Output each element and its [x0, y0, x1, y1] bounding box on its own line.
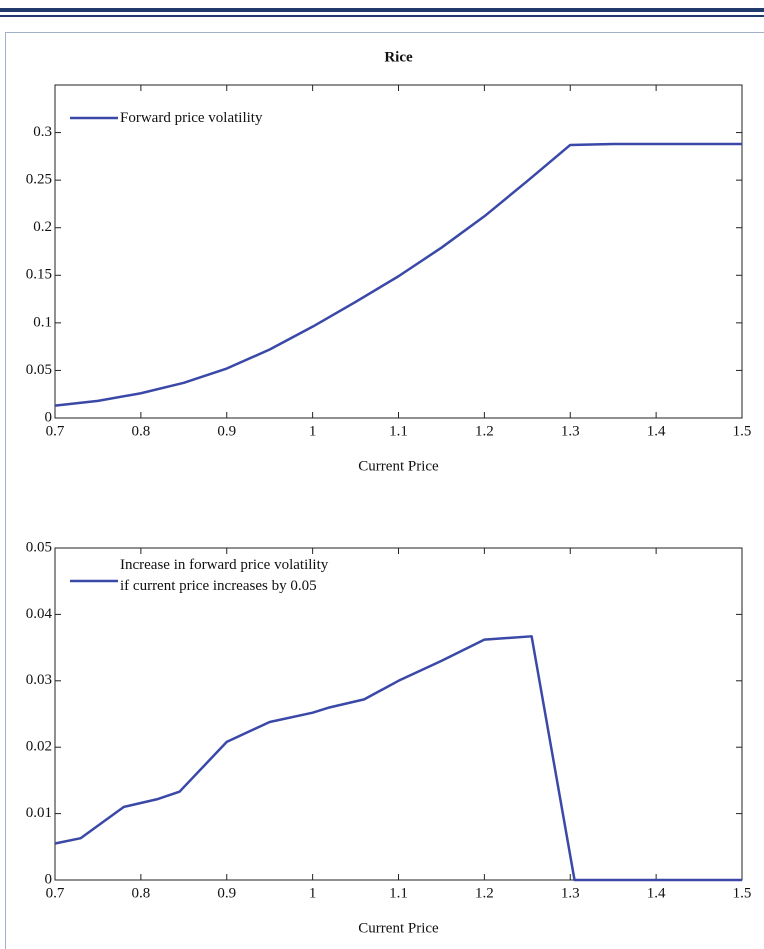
y-tick-label: 0.15: [26, 267, 52, 283]
y-tick-label: 0: [45, 871, 53, 887]
header-rule: [0, 15, 764, 17]
plot-area: [54, 84, 743, 419]
line-series: [54, 142, 742, 407]
x-tick-label: 1.2: [475, 423, 494, 439]
y-tick-label: 0.3: [33, 124, 52, 140]
x-tick-label: 1.4: [647, 885, 666, 901]
chart-title: Rice: [384, 49, 413, 65]
y-tick-label: 0.01: [26, 805, 52, 821]
x-tick-label: 1.5: [733, 423, 752, 439]
y-tick-label: 0.04: [26, 606, 53, 622]
y-tick-label: 0.02: [26, 739, 52, 755]
y-tick-label: 0: [45, 409, 53, 425]
x-tick-label: 1.2: [475, 885, 494, 901]
line-series: [54, 635, 742, 882]
frame: [5, 32, 764, 949]
y-tick-label: 0.05: [26, 539, 52, 555]
y-tick-label: 0.2: [33, 219, 52, 235]
x-tick-label: 0.7: [46, 885, 65, 901]
y-tick-label: 0.03: [26, 672, 52, 688]
x-axis-label: Current Price: [358, 458, 439, 474]
x-tick-label: 1.1: [389, 885, 408, 901]
plot-area: [54, 547, 743, 881]
x-tick-label: 0.9: [217, 423, 236, 439]
x-tick-label: 1.5: [733, 885, 752, 901]
y-tick-label: 0.05: [26, 362, 52, 378]
legend-label: Increase in forward price volatility if …: [120, 557, 329, 594]
x-axis-label: Current Price: [358, 920, 439, 936]
x-tick-label: 1.3: [561, 885, 580, 901]
x-tick-label: 1: [309, 885, 317, 901]
x-tick-label: 1.4: [647, 423, 666, 439]
x-tick-label: 1: [309, 423, 317, 439]
x-tick-label: 0.8: [132, 423, 151, 439]
x-tick-label: 1.3: [561, 423, 580, 439]
legend-label: Forward price volatility: [120, 109, 263, 126]
y-tick-label: 0.25: [26, 172, 52, 188]
x-tick-label: 0.8: [132, 885, 151, 901]
x-tick-label: 1.1: [389, 423, 408, 439]
y-tick-label: 0.1: [33, 314, 52, 330]
header-rule: [0, 8, 764, 12]
x-tick-label: 0.9: [217, 885, 236, 901]
x-tick-label: 0.7: [46, 423, 65, 439]
